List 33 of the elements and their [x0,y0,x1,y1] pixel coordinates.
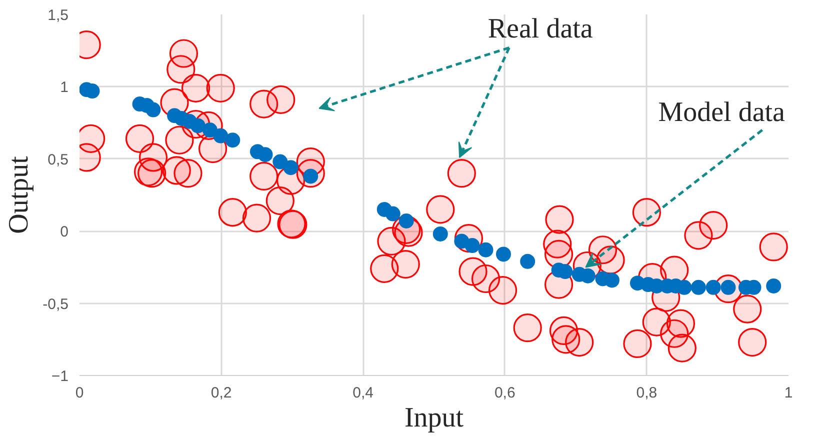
y-tick-label: 0 [60,224,68,241]
y-tick-label: −1 [51,368,69,385]
x-tick-label: 0,8 [636,384,658,402]
x-axis-title: Input [404,402,464,434]
annotation: Model data [658,97,786,128]
point [272,154,288,170]
x-tick-label: 0,4 [352,384,374,402]
point [478,242,494,258]
x-tick-label: 0 [75,384,84,402]
point [146,102,161,118]
x-tick-label: 0,6 [494,384,516,402]
point [283,160,298,176]
point [690,280,706,295]
point [766,278,782,294]
point [258,147,273,162]
y-axis-title: Output [4,156,35,234]
x-tick-label: 0,2 [210,384,232,402]
point [676,280,692,295]
point [604,272,620,288]
y-tick-label: 0,5 [48,151,69,168]
point [385,206,400,222]
y-tick-label: 1 [60,79,68,96]
point [213,128,228,144]
point [520,254,536,269]
x-tick-label: 1 [784,384,793,402]
y-tick-label: 1,5 [48,7,69,24]
point [398,214,414,228]
point [706,280,721,295]
point [225,132,240,148]
point [432,226,448,242]
y-tick-label: -0,5 [42,296,69,313]
annotation: Real data [488,13,594,44]
point [496,246,511,262]
